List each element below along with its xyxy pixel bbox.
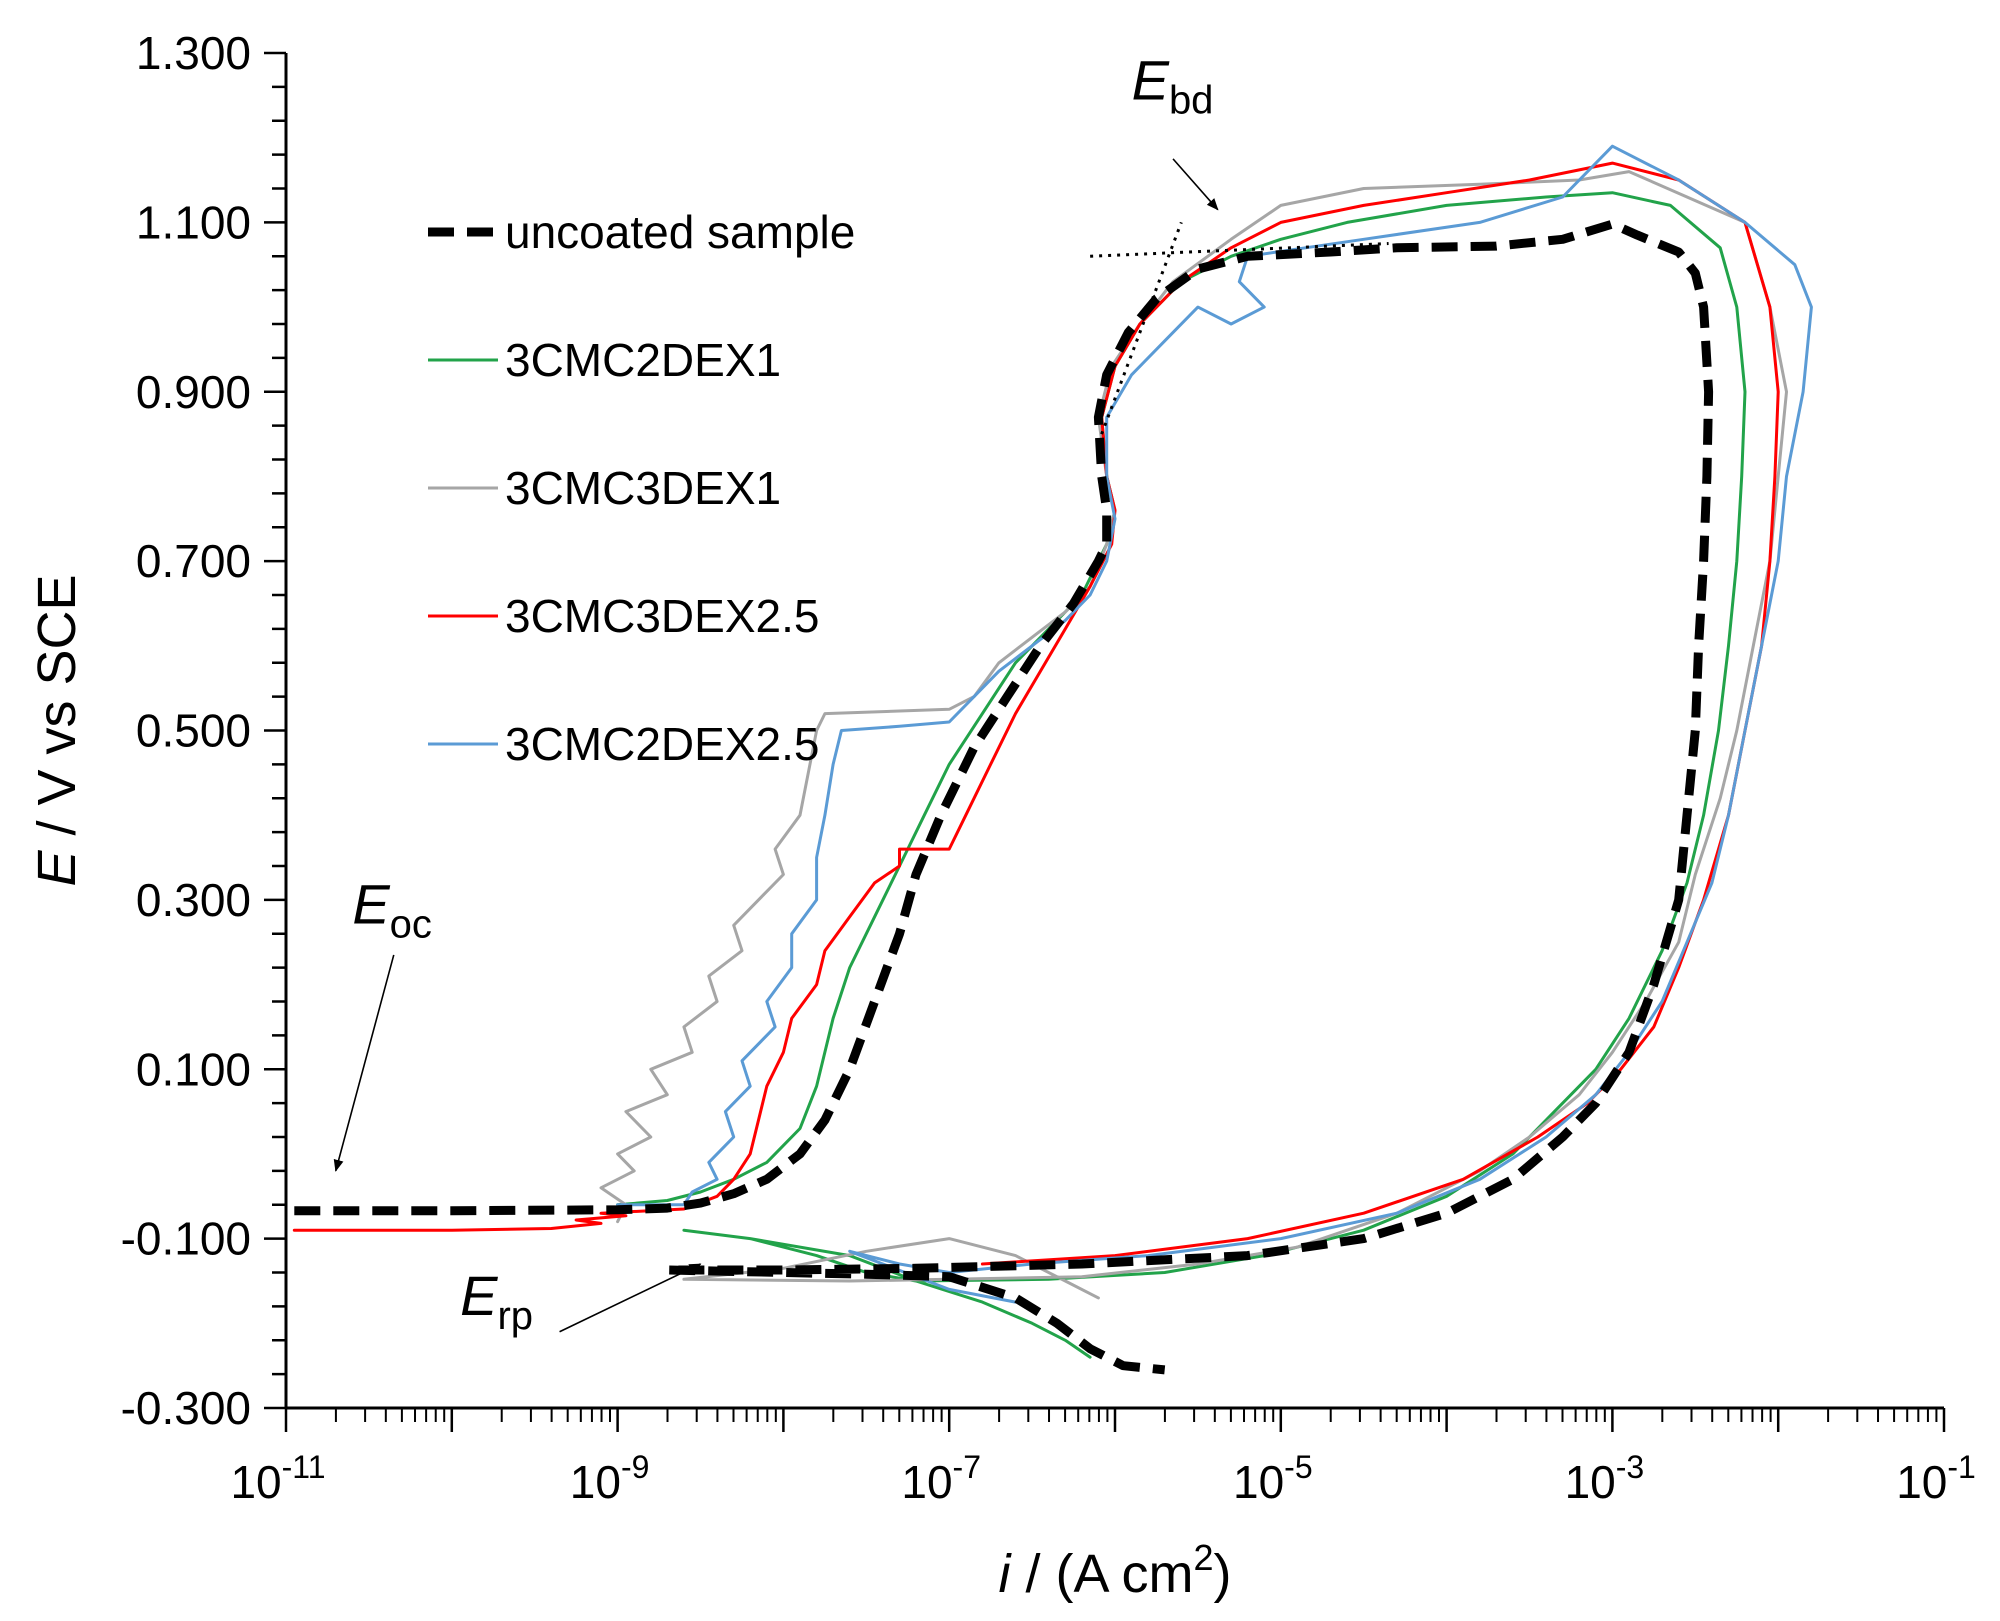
legend-label-uncoated sample: uncoated sample	[505, 206, 855, 258]
y-tick-label: 0.100	[136, 1043, 251, 1095]
y-tick-label: -0.100	[121, 1213, 251, 1265]
x-tick-label: 10-3	[1565, 1449, 1645, 1508]
annotation-arrow	[1172, 158, 1219, 211]
legend-label-3CMC3DEX2.5: 3CMC3DEX2.5	[505, 590, 819, 642]
legend-label-3CMC2DEX2.5: 3CMC2DEX2.5	[505, 718, 819, 770]
x-axis-title: i / (A cm2)	[998, 1537, 1231, 1604]
series-lines-group	[292, 144, 1813, 1375]
annotations-group: Ebd Eoc Erp	[333, 49, 1389, 1338]
legend-group: uncoated sample 3CMC2DEX1 3CMC3DEX1 3CMC3DE…	[428, 206, 855, 770]
series-line-3CMC3DEX2.5	[292, 161, 1780, 1266]
series-line-3CMC3DEX1	[599, 170, 1788, 1300]
series-line-3CMC2DEX2.5	[616, 144, 1813, 1304]
axes-group: -0.300 -0.100 0.100 0.300 0.500 0.700 0.900 1.1…	[121, 27, 1976, 1508]
y-tick-label: 0.700	[136, 535, 251, 587]
y-tick-label: -0.300	[121, 1382, 251, 1434]
x-tick-label: 10-11	[230, 1449, 325, 1508]
annotation-label-oc: Eoc	[352, 873, 432, 947]
legend-label-3CMC3DEX1: 3CMC3DEX1	[505, 462, 781, 514]
annotation-label-rp: Erp	[460, 1264, 533, 1338]
x-tick-label: 10-9	[570, 1449, 650, 1508]
x-tick-label: 10-5	[1233, 1449, 1313, 1508]
y-tick-label: 0.300	[136, 874, 251, 926]
annotation-label-bd: Ebd	[1132, 49, 1214, 123]
annotation-arrow	[559, 1263, 702, 1333]
y-axis-title: E / V vs SCE	[27, 574, 87, 886]
axis-titles-group: i / (A cm2) E / V vs SCE	[27, 574, 1232, 1604]
annotation-arrow	[333, 954, 395, 1172]
tangent-line	[1097, 221, 1183, 444]
legend-label-3CMC2DEX1: 3CMC2DEX1	[505, 334, 781, 386]
series-line-3CMC2DEX1	[616, 191, 1747, 1359]
y-tick-label: 0.500	[136, 705, 251, 757]
series-line-uncoated sample	[294, 219, 1714, 1375]
x-tick-label: 10-1	[1896, 1449, 1976, 1508]
y-tick-label: 0.900	[136, 366, 251, 418]
y-tick-label: 1.100	[136, 196, 251, 248]
y-tick-label: 1.300	[136, 27, 251, 79]
x-tick-label: 10-7	[901, 1449, 981, 1508]
